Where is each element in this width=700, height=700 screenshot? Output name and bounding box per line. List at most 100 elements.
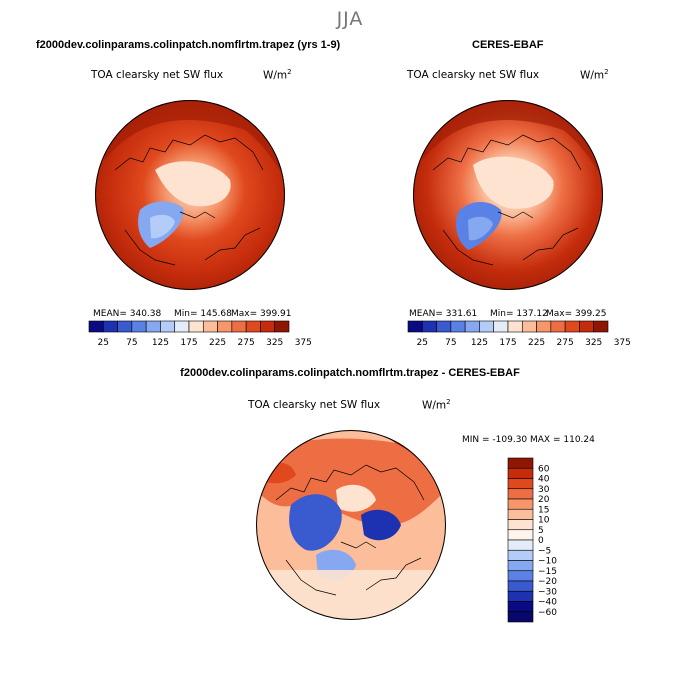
colorbar-swatch <box>507 590 534 602</box>
colorbar-swatch <box>507 580 534 592</box>
map-ice-core <box>473 156 554 209</box>
colorbar-swatch <box>479 320 495 333</box>
colorbar-swatch <box>231 320 247 333</box>
colorbar-swatch <box>493 320 509 333</box>
obs-min-text: Min= 137.12 <box>490 309 548 319</box>
colorbar-swatch <box>507 320 523 333</box>
colorbar-swatch <box>174 320 190 333</box>
colorbar-tick-label: 60 <box>538 464 550 474</box>
colorbar-swatch <box>507 560 534 572</box>
colorbar-swatch <box>521 320 537 333</box>
colorbar-tick-label: 75 <box>126 338 137 348</box>
obs-mean-text: MEAN= 331.61 <box>409 309 478 319</box>
colorbar-tick-label: −20 <box>538 577 557 587</box>
colorbar-swatch <box>450 320 466 333</box>
diff-polar-map <box>256 430 446 620</box>
colorbar-tick-label: 15 <box>538 505 549 515</box>
obs-polar-map <box>413 100 603 290</box>
diff-minmax-text: MIN = -109.30 MAX = 110.24 <box>462 435 595 445</box>
colorbar-tick-label: 25 <box>417 338 428 348</box>
map-boundary <box>413 100 603 290</box>
colorbar-tick-label: 225 <box>528 338 545 348</box>
colorbar-swatch <box>507 601 534 613</box>
colorbar-swatch <box>507 478 534 490</box>
colorbar-tick-label: 375 <box>295 338 312 348</box>
colorbar-swatch <box>507 457 534 469</box>
colorbar-swatch <box>507 488 534 500</box>
map-negative-region <box>361 509 401 541</box>
colorbar-tick-label: −15 <box>538 567 557 577</box>
obs-colorbar: 25 75 125 175 225 275 325 375 <box>407 320 631 348</box>
colorbar-tick-label: −60 <box>538 608 557 618</box>
colorbar-tick-label: −40 <box>538 598 557 608</box>
diff-panel-title: f2000dev.colinparams.colinpatch.nomflrtm… <box>180 367 520 379</box>
colorbar-swatch <box>507 549 534 561</box>
model-variable-label: TOA clearsky net SW flux <box>91 69 224 81</box>
colorbar-tick-label: 175 <box>499 338 516 348</box>
colorbar-tick-label: 225 <box>209 338 226 348</box>
map-neutral-region <box>336 484 376 512</box>
map-warm-band <box>95 100 285 180</box>
colorbar-tick-label: 275 <box>238 338 255 348</box>
colorbar-swatch <box>507 508 534 520</box>
model-min-text: Min= 145.68 <box>174 309 232 319</box>
colorbar-tick-label: 30 <box>538 485 550 495</box>
colorbar-swatch <box>102 320 118 333</box>
colorbar-swatch <box>507 498 534 510</box>
obs-max-text: Max= 399.25 <box>546 309 607 319</box>
colorbar-swatch <box>507 467 534 479</box>
colorbar-tick-label: 325 <box>266 338 283 348</box>
colorbar-swatch <box>145 320 161 333</box>
obs-variable-label: TOA clearsky net SW flux <box>407 69 540 81</box>
colorbar-tick-label: 175 <box>180 338 197 348</box>
colorbar-tick-label: 40 <box>538 475 550 485</box>
diff-variable-label: TOA clearsky net SW flux <box>248 399 381 411</box>
colorbar-tick-label: 125 <box>471 338 488 348</box>
map-ice-core <box>155 161 231 207</box>
colorbar-swatch <box>407 320 423 333</box>
colorbar-tick-label: 125 <box>152 338 169 348</box>
colorbar-swatch <box>464 320 480 333</box>
colorbar-tick-label: 325 <box>585 338 602 348</box>
colorbar-swatch <box>436 320 452 333</box>
colorbar-swatch <box>579 320 595 333</box>
colorbar-swatch <box>202 320 218 333</box>
colorbar-swatch <box>274 320 290 333</box>
map-greenland-core <box>150 214 175 239</box>
model-colorbar: 25 75 125 175 225 275 325 375 <box>88 320 312 348</box>
map-warm-band <box>413 100 603 180</box>
colorbar-swatch <box>88 320 104 333</box>
map-coastlines <box>432 134 582 266</box>
map-negative-region <box>289 494 342 551</box>
colorbar-swatch <box>550 320 566 333</box>
map-coastlines <box>114 134 264 266</box>
colorbar-tick-label: 5 <box>538 526 544 536</box>
colorbar-tick-label: 75 <box>445 338 456 348</box>
colorbar-swatch <box>536 320 552 333</box>
diff-units-label: W/m2 <box>422 398 451 412</box>
obs-panel-title: CERES-EBAF <box>472 39 544 51</box>
obs-units-label: W/m2 <box>580 68 609 82</box>
colorbar-swatch <box>160 320 176 333</box>
colorbar-tick-label: −30 <box>538 587 557 597</box>
map-coastlines <box>275 464 425 596</box>
colorbar-swatch <box>188 320 204 333</box>
colorbar-swatch <box>507 570 534 582</box>
colorbar-tick-label: 375 <box>614 338 631 348</box>
colorbar-swatch <box>131 320 147 333</box>
map-southern-neutral <box>256 570 446 620</box>
colorbar-swatch <box>507 529 534 541</box>
model-units-label: W/m2 <box>263 68 292 82</box>
colorbar-tick-label: 10 <box>538 516 550 526</box>
colorbar-swatch <box>564 320 580 333</box>
colorbar-swatch <box>507 611 534 623</box>
model-max-text: Max= 399.91 <box>231 309 292 319</box>
colorbar-tick-label: 275 <box>557 338 574 348</box>
colorbar-swatch <box>507 519 534 531</box>
map-boundary <box>256 430 446 620</box>
colorbar-swatch <box>507 539 534 551</box>
model-panel-title: f2000dev.colinparams.colinpatch.nomflrtm… <box>36 39 341 51</box>
colorbar-tick-label: 25 <box>98 338 109 348</box>
colorbar-swatch <box>421 320 437 333</box>
